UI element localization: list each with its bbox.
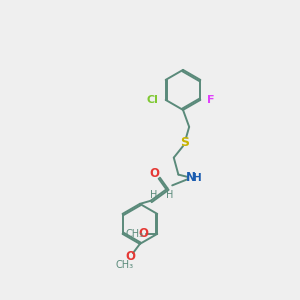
- Text: O: O: [138, 226, 148, 240]
- Text: N: N: [186, 171, 196, 184]
- Text: S: S: [180, 136, 189, 149]
- Text: H: H: [150, 190, 158, 200]
- Text: CH₃: CH₃: [116, 260, 134, 270]
- Text: F: F: [207, 95, 215, 105]
- Text: O: O: [149, 167, 160, 181]
- Text: H: H: [193, 173, 202, 183]
- Text: H: H: [166, 190, 174, 200]
- Text: Cl: Cl: [146, 95, 158, 105]
- Text: CH₃: CH₃: [126, 229, 144, 239]
- Text: O: O: [126, 250, 136, 263]
